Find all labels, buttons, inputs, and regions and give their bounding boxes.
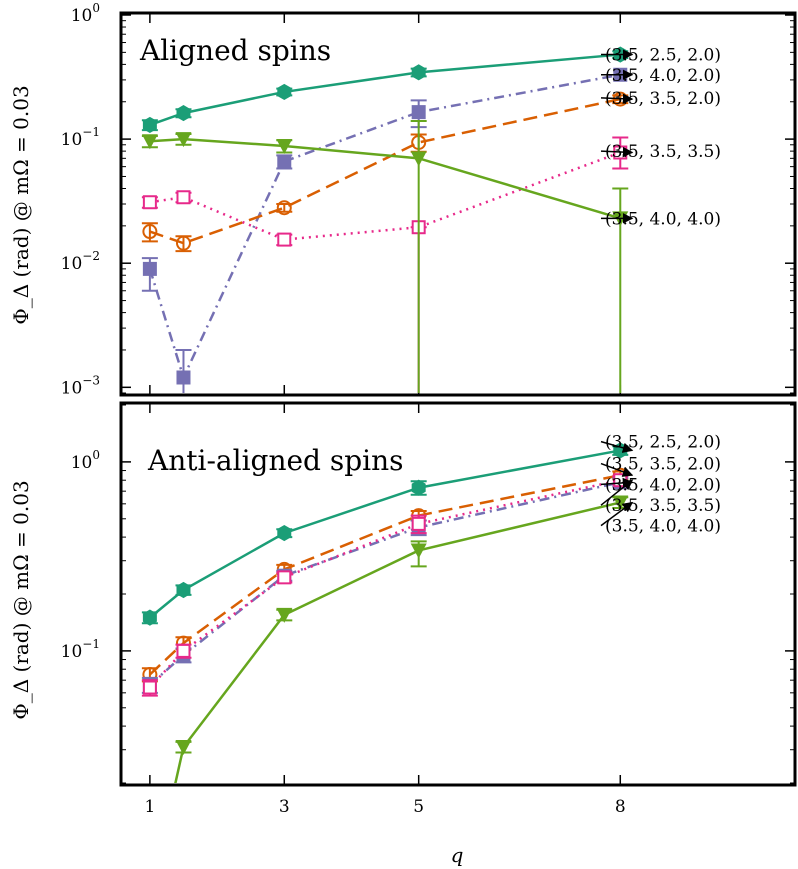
- label-arrow: [600, 146, 634, 158]
- y-tick-label: 10−3: [61, 373, 100, 398]
- series: [141, 91, 629, 253]
- series-line: [148, 478, 621, 689]
- data-point: [410, 543, 427, 559]
- data-point: [176, 370, 191, 385]
- y-tick-label: 10−1: [61, 637, 100, 662]
- y-tick-label: 10−1: [61, 125, 100, 150]
- data-point: [175, 235, 191, 251]
- label-arrow: [600, 479, 634, 506]
- panel-anti-aligned: Anti-aligned spins 10−1 100 (3.5, 2.5, 2.…: [9, 401, 797, 867]
- data-point: [411, 516, 426, 531]
- series-label: (3.5, 3.5, 2.0): [605, 89, 721, 109]
- y-ticks: 10−3 10−2 10−1 100: [61, 1, 795, 398]
- data-point: [142, 609, 157, 626]
- data-point: [176, 190, 191, 205]
- series: [141, 473, 629, 697]
- data-point: [276, 200, 292, 216]
- panel-aligned: Aligned spins 10−3 10−2 10−1 100 (3.5, 2.5,…: [9, 1, 797, 398]
- data-point: [277, 232, 292, 247]
- series: [141, 475, 629, 694]
- label-arrow: [600, 440, 634, 453]
- x-ticks: 1 3 5 8: [144, 797, 625, 817]
- series-label: (3.5, 2.5, 2.0): [605, 433, 721, 453]
- series: [174, 495, 629, 783]
- series: [141, 442, 629, 626]
- x-tick-label: 3: [279, 797, 290, 817]
- series-line: [149, 481, 621, 686]
- data-point: [612, 495, 629, 511]
- data-point: [277, 154, 292, 169]
- y-axis-label: Φ_Δ (rad) @ mΩ = 0.03: [9, 85, 33, 324]
- y-axis-label: Φ_Δ (rad) @ mΩ = 0.03: [9, 480, 33, 719]
- data-point: [142, 195, 157, 210]
- y-tick-label: 100: [71, 448, 100, 473]
- series-label: (3.5, 3.5, 3.5): [605, 142, 721, 162]
- series-labels: (3.5, 2.5, 2.0)(3.5, 4.0, 2.0) (3.5, 3.5,…: [600, 46, 721, 229]
- x-tick-label: 8: [615, 797, 626, 817]
- data-point: [142, 224, 158, 240]
- series-label: (3.5, 3.5, 3.5): [605, 496, 721, 516]
- panel-title: Anti-aligned spins: [147, 444, 404, 477]
- data-point: [175, 132, 192, 148]
- data-point: [142, 680, 157, 695]
- series-labels: (3.5, 2.5, 2.0)(3.5, 3.5, 2.0)(3.5, 4.0,…: [600, 433, 721, 537]
- series-line: [149, 137, 621, 220]
- data-point: [276, 138, 293, 154]
- series: [141, 467, 629, 683]
- series-line: [149, 151, 621, 241]
- data-point: [277, 525, 292, 542]
- series-label: (3.5, 4.0, 2.0): [605, 66, 721, 86]
- y-ticks: 10−1 100: [61, 403, 795, 785]
- data-point: [176, 105, 191, 122]
- series-line: [148, 73, 621, 381]
- data-point: [176, 643, 191, 658]
- y-tick-label: 10−2: [61, 249, 100, 274]
- series-label: (3.5, 4.0, 2.0): [605, 475, 721, 495]
- data-point: [277, 83, 292, 100]
- panel-title: Aligned spins: [139, 34, 331, 67]
- data-point: [411, 64, 426, 81]
- data-point: [411, 479, 426, 496]
- data-point: [175, 740, 192, 756]
- series-line: [174, 501, 621, 783]
- series-group: [141, 442, 629, 783]
- label-arrow: [600, 501, 634, 527]
- series-label: (3.5, 4.0, 4.0): [605, 517, 721, 537]
- data-point: [142, 261, 157, 276]
- series: [141, 67, 628, 393]
- label-arrow: [600, 93, 634, 104]
- series: [141, 46, 629, 134]
- series-group: [141, 46, 629, 393]
- series-line: [149, 474, 621, 676]
- x-tick-label: 1: [144, 797, 155, 817]
- data-point: [176, 581, 191, 599]
- data-point: [141, 134, 158, 150]
- series-line: [149, 97, 621, 245]
- data-point: [142, 116, 157, 134]
- data-point: [410, 151, 427, 167]
- series-label: (3.5, 4.0, 4.0): [605, 209, 721, 229]
- series-label: (3.5, 2.5, 2.0): [605, 46, 721, 66]
- data-point: [276, 607, 293, 623]
- series: [141, 119, 629, 393]
- label-arrow: [600, 462, 634, 477]
- y-tick-label: 100: [71, 1, 100, 26]
- series-label: (3.5, 3.5, 2.0): [605, 455, 721, 475]
- x-axis-label: q: [451, 843, 464, 867]
- x-tick-label: 5: [413, 797, 424, 817]
- data-point: [277, 570, 292, 585]
- data-point: [411, 105, 426, 120]
